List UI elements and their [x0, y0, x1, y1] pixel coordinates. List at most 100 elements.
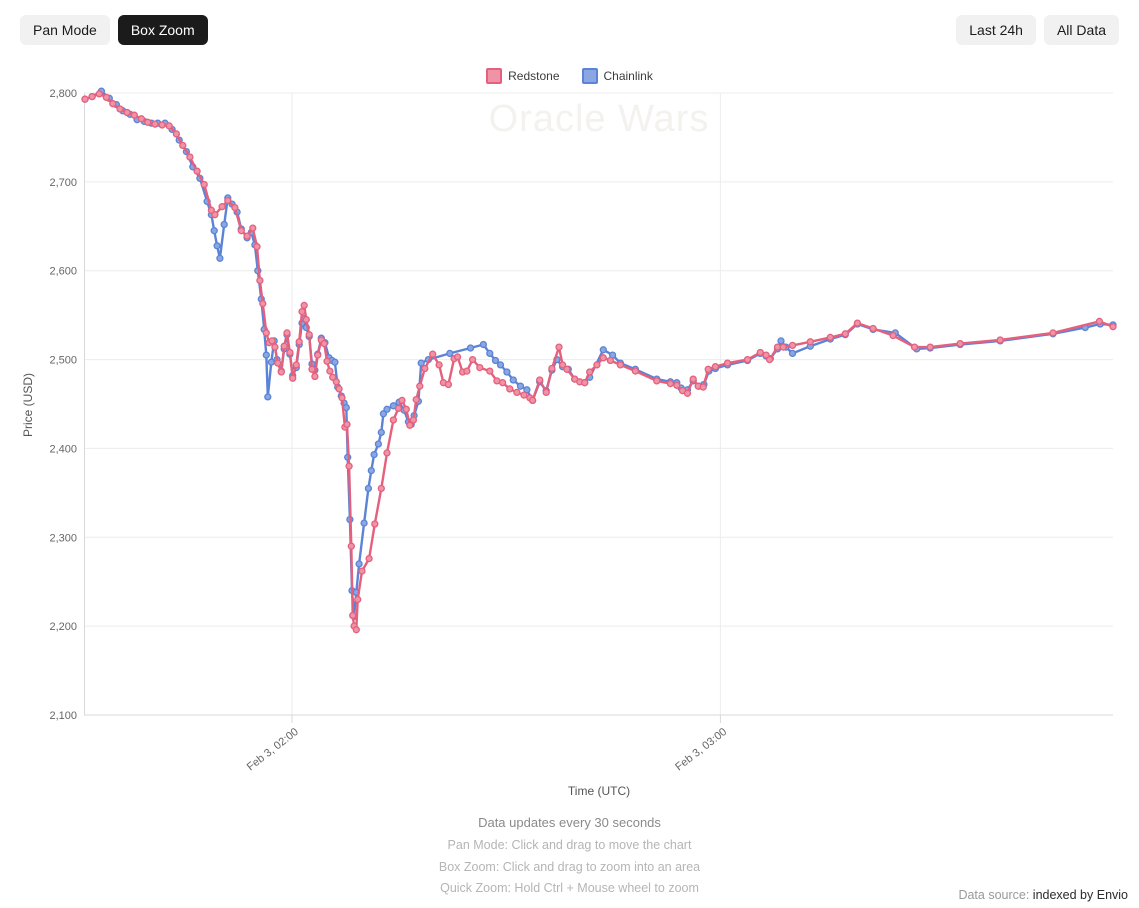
series-point-redstone: [689, 375, 697, 383]
series-point-redstone: [435, 361, 443, 369]
data-source-link[interactable]: indexed by Envio: [1032, 888, 1128, 902]
series-point-redstone: [683, 389, 692, 397]
box-zoom-button[interactable]: Box Zoom: [117, 15, 208, 45]
series-point-redstone: [779, 343, 787, 351]
series-point-redstone: [200, 180, 208, 189]
series-point-redstone: [137, 115, 146, 123]
series-point-redstone: [711, 363, 720, 371]
series-point-chainlink: [370, 450, 378, 459]
series-point-redstone: [347, 542, 355, 550]
series-point-redstone: [581, 379, 589, 387]
series-point-chainlink: [210, 227, 218, 235]
series-point-redstone: [259, 299, 267, 308]
series-point-redstone: [563, 365, 571, 373]
series-point-chainlink: [213, 242, 221, 250]
price-chart[interactable]: 2,100 2,200 2,300 2,400 2,500 2,600 2,700 2,800…: [0, 0, 1139, 780]
series-point-redstone: [506, 385, 514, 393]
series-point-redstone: [81, 95, 89, 103]
y-tick-label: 2,500: [49, 355, 77, 367]
series-point-redstone: [130, 111, 138, 119]
y-tick-label: 2,300: [49, 532, 77, 544]
series-point-redstone: [123, 108, 131, 117]
series-point-redstone: [377, 484, 385, 493]
series-point-redstone: [606, 356, 615, 365]
series-point-redstone: [193, 167, 201, 175]
legend-swatch-icon: [581, 68, 598, 84]
series-point-chainlink: [379, 410, 388, 418]
series-point-redstone: [116, 105, 124, 113]
series-point-redstone: [218, 203, 226, 211]
series-point-redstone: [593, 361, 601, 369]
series-point-redstone: [476, 363, 484, 372]
series-point-redstone: [365, 554, 373, 563]
series-point-redstone: [486, 367, 494, 375]
series-point-chainlink: [360, 519, 368, 527]
legend-label: Redstone: [508, 69, 560, 83]
series-point-redstone: [271, 343, 279, 351]
series-point-redstone: [548, 364, 556, 373]
series-point-redstone: [743, 355, 752, 364]
series-point-redstone: [599, 354, 607, 362]
series-point-redstone: [513, 388, 521, 397]
data-source: Data source: indexed by Envio: [958, 888, 1128, 902]
series-point-redstone: [224, 196, 232, 205]
pan-mode-button[interactable]: Pan Mode: [20, 15, 110, 45]
series-point-redstone: [699, 383, 707, 391]
chart-legend: Redstone Chainlink: [0, 68, 1139, 84]
legend-swatch-icon: [486, 68, 503, 84]
series-point-redstone: [343, 420, 351, 429]
series-point-redstone: [402, 405, 410, 413]
series-point-redstone: [323, 357, 331, 365]
series-point-redstone: [300, 301, 308, 310]
series-point-redstone: [406, 421, 414, 429]
series-point-redstone: [389, 416, 398, 424]
series-point-redstone: [320, 339, 328, 348]
y-tick-label: 2,700: [49, 177, 77, 189]
series-point-redstone: [956, 339, 964, 348]
series-point-redstone: [558, 361, 567, 369]
series-point-chainlink: [331, 358, 339, 366]
series-point-redstone: [704, 365, 712, 373]
series-point-redstone: [179, 141, 187, 150]
series-point-redstone: [354, 595, 362, 604]
series-point-chainlink: [355, 560, 363, 568]
series-point-chainlink: [509, 376, 517, 384]
series-point-redstone: [314, 351, 322, 359]
y-tick-label: 2,800: [49, 88, 77, 100]
series-point-redstone: [262, 329, 270, 337]
series-point-chainlink: [788, 349, 797, 358]
series-point-redstone: [332, 378, 340, 386]
series-point-chainlink: [446, 349, 454, 358]
y-tick-label: 2,600: [49, 266, 77, 278]
series-point-redstone: [653, 377, 661, 385]
series-point-redstone: [555, 343, 563, 351]
series-point-chainlink: [466, 344, 475, 352]
quick-zoom-hint: Quick Zoom: Hold Ctrl + Mouse wheel to z…: [440, 881, 699, 895]
series-point-redstone: [352, 626, 360, 634]
all-data-button[interactable]: All Data: [1043, 15, 1119, 45]
series-point-chainlink: [364, 484, 373, 493]
y-tick-label: 2,100: [49, 710, 77, 722]
series-point-redstone: [253, 243, 261, 251]
series-point-redstone: [298, 307, 306, 316]
last-24h-button[interactable]: Last 24h: [956, 15, 1036, 45]
series-point-redstone: [409, 416, 418, 424]
legend-item-chainlink[interactable]: Chainlink: [581, 68, 653, 84]
x-axis-title: Time (UTC): [567, 784, 631, 798]
series-point-redstone: [616, 361, 625, 369]
series-point-redstone: [283, 329, 291, 337]
series-point-redstone: [88, 92, 96, 101]
series-point-redstone: [311, 372, 319, 381]
y-tick-label: 2,200: [49, 621, 77, 633]
series-point-redstone: [102, 93, 111, 102]
series-point-redstone: [277, 368, 285, 376]
series-point-chainlink: [777, 337, 785, 345]
series-point-chainlink: [264, 393, 272, 401]
legend-item-redstone[interactable]: Redstone: [486, 68, 560, 84]
series-point-redstone: [338, 394, 346, 402]
legend-label: Chainlink: [603, 69, 653, 83]
series-point-chainlink: [383, 405, 391, 413]
series-point-redstone: [498, 379, 507, 387]
series-point-redstone: [416, 382, 424, 390]
series-point-redstone: [723, 359, 732, 367]
